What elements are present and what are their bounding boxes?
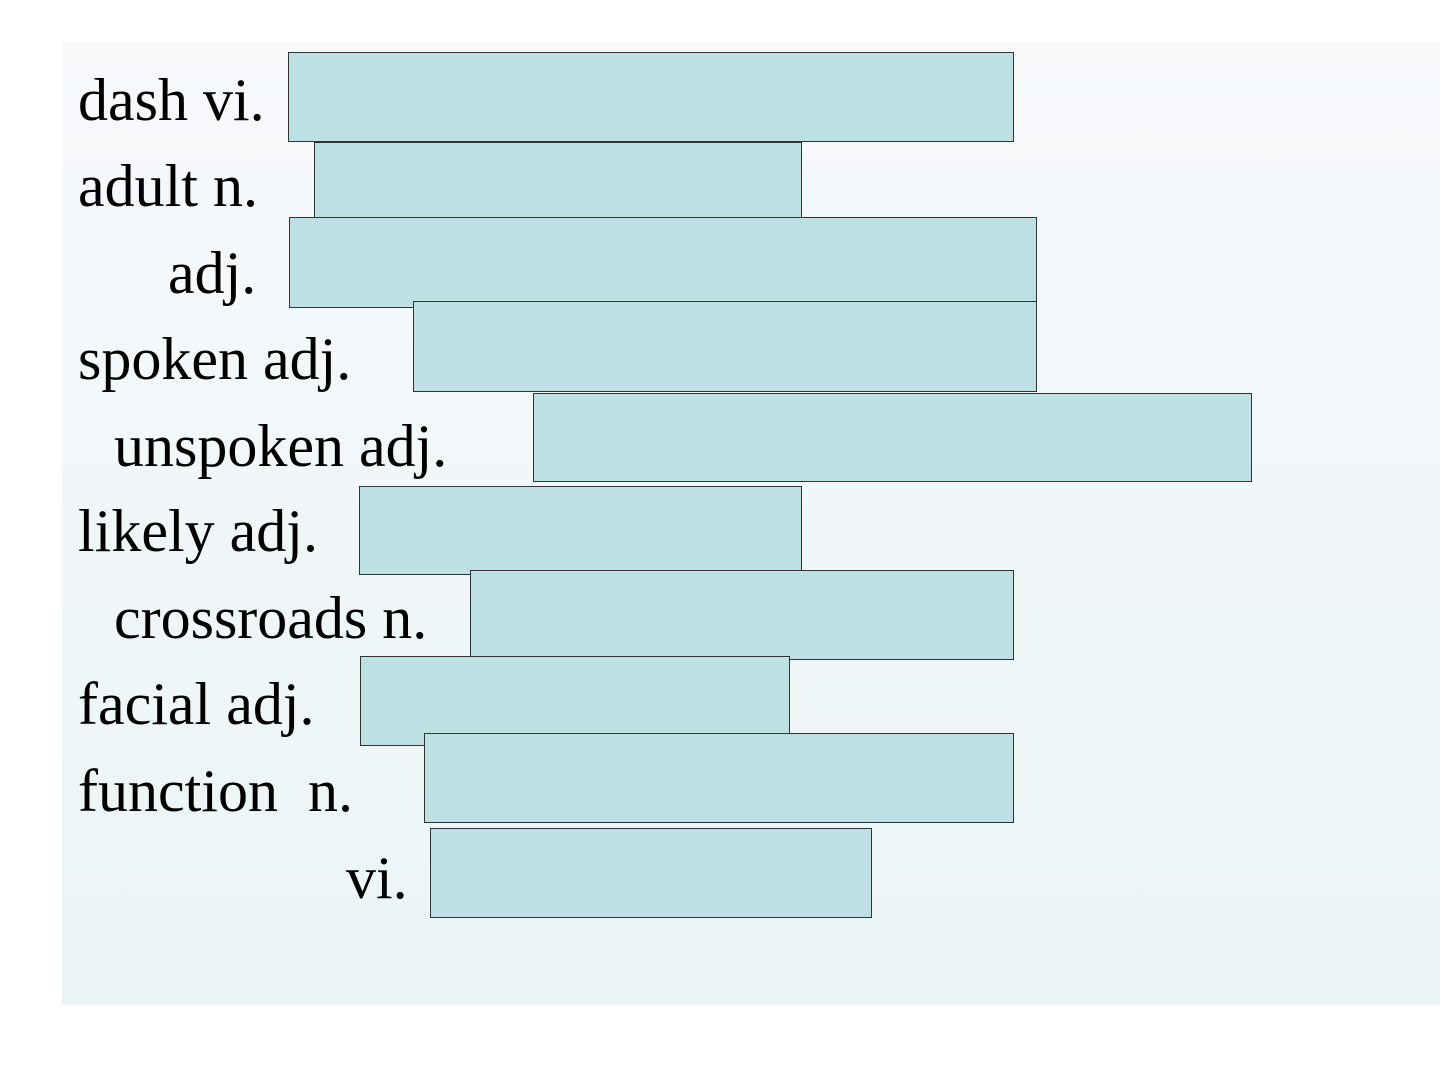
answer-cover[interactable] [533, 393, 1252, 482]
answer-cover[interactable] [288, 52, 1014, 142]
vocab-label: spoken adj. [78, 326, 352, 392]
vocab-label: function n. [78, 758, 353, 824]
vocab-label: facial adj. [78, 671, 315, 737]
answer-cover[interactable] [289, 217, 1037, 308]
vocab-label: vi. [346, 845, 408, 911]
vocab-label: adult n. [78, 153, 258, 219]
answer-cover[interactable] [314, 142, 802, 228]
answer-cover[interactable] [413, 301, 1037, 392]
answer-cover[interactable] [424, 733, 1014, 823]
answer-cover[interactable] [360, 656, 790, 746]
vocab-label: dash vi. [78, 67, 265, 133]
answer-cover[interactable] [470, 570, 1014, 660]
vocab-label: likely adj. [78, 498, 318, 564]
answer-cover[interactable] [359, 486, 802, 575]
answer-cover[interactable] [430, 828, 872, 918]
vocab-label: crossroads n. [114, 585, 428, 651]
vocab-label: adj. [168, 240, 257, 306]
vocab-label: unspoken adj. [114, 413, 448, 479]
